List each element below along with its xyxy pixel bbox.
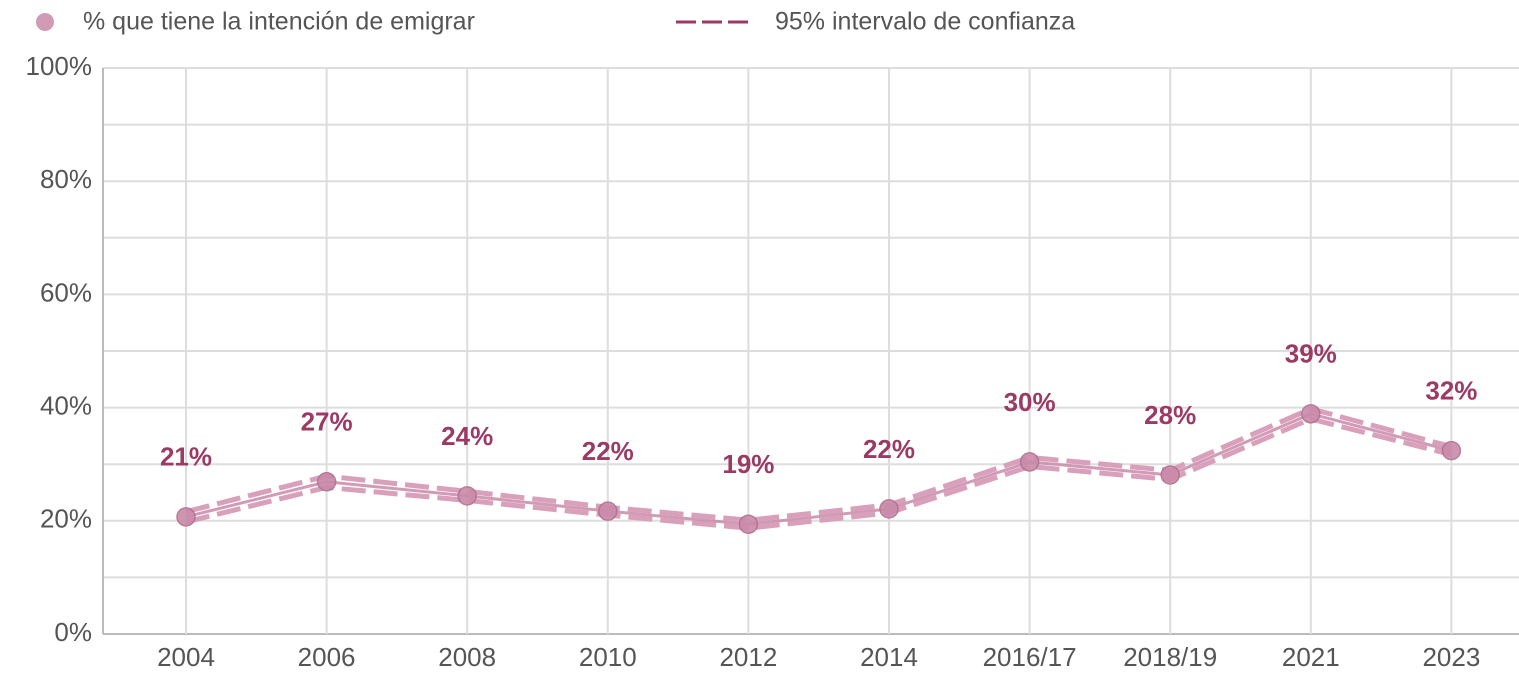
x-tick-label: 2018/19 bbox=[1123, 642, 1217, 672]
point bbox=[1441, 440, 1462, 461]
x-tick-label: 2016/17 bbox=[983, 642, 1077, 672]
point bbox=[1160, 465, 1180, 485]
point bbox=[176, 507, 196, 527]
legend-marker bbox=[36, 13, 54, 31]
ci-line bbox=[185, 406, 1453, 523]
x-tick-label: 2004 bbox=[157, 642, 215, 672]
x-tick-label: 2014 bbox=[860, 642, 918, 672]
legend-label: 95% intervalo de confianza bbox=[775, 8, 1075, 36]
value-label: 32% bbox=[1425, 375, 1477, 405]
value-label: 22% bbox=[863, 434, 915, 464]
value-label: 21% bbox=[160, 442, 212, 472]
point bbox=[457, 486, 477, 506]
value-label: 28% bbox=[1144, 400, 1196, 430]
y-tick-label: 60% bbox=[40, 277, 92, 307]
x-tick-label: 2008 bbox=[438, 642, 496, 672]
x-tick-label: 2021 bbox=[1282, 642, 1340, 672]
y-tick-label: 0% bbox=[54, 617, 92, 647]
y-tick-label: 20% bbox=[40, 504, 92, 534]
point bbox=[879, 499, 899, 519]
line bbox=[185, 412, 1452, 526]
x-tick-label: 2010 bbox=[579, 642, 637, 672]
point bbox=[316, 471, 337, 492]
legend-label: % que tiene la intención de emigrar bbox=[83, 8, 475, 36]
point bbox=[598, 501, 618, 521]
point bbox=[738, 514, 759, 534]
x-tick-label: 2006 bbox=[298, 642, 356, 672]
ci-line bbox=[185, 416, 1453, 531]
value-label: 19% bbox=[722, 449, 774, 479]
y-tick-label: 100% bbox=[26, 51, 93, 81]
y-tick-label: 40% bbox=[40, 390, 92, 420]
value-label: 27% bbox=[301, 407, 353, 437]
value-label: 22% bbox=[582, 436, 634, 466]
value-label: 30% bbox=[1004, 387, 1056, 417]
point bbox=[1301, 404, 1321, 424]
x-tick-label: 2012 bbox=[719, 642, 777, 672]
value-label: 24% bbox=[441, 421, 493, 451]
y-tick-label: 80% bbox=[40, 164, 92, 194]
point bbox=[1019, 452, 1040, 472]
x-tick-label: 2023 bbox=[1422, 642, 1480, 672]
value-label: 39% bbox=[1285, 339, 1337, 369]
